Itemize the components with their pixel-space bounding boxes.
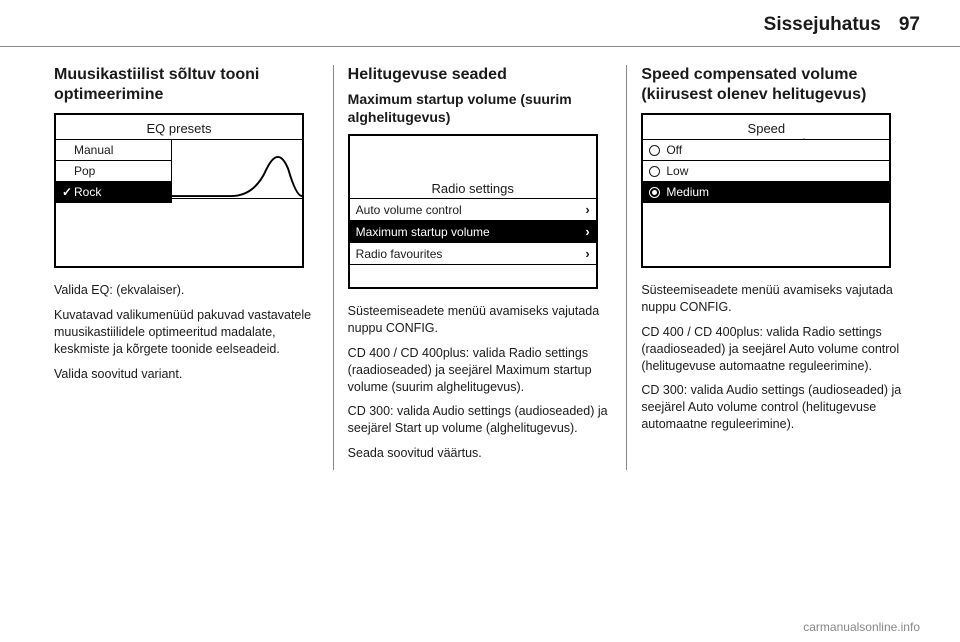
- speed-row-medium[interactable]: Medium: [643, 182, 889, 202]
- speed-volume-screen: Speed compensated volume Off Low Medium: [641, 113, 891, 268]
- radio-row-max-startup[interactable]: Maximum startup volume ›: [350, 221, 596, 243]
- radio-icon: [649, 145, 660, 156]
- speed-row-label: Off: [666, 143, 682, 157]
- col3-heading: Speed compensated volume (kiirusest olen…: [641, 65, 906, 105]
- speed-row-label: Medium: [666, 185, 709, 199]
- radio-row-auto-volume[interactable]: Auto volume control ›: [350, 199, 596, 221]
- speed-row-low[interactable]: Low: [643, 161, 889, 182]
- column-1: Muusikastiilist sõltuv tooni optimeerimi…: [40, 65, 333, 470]
- check-icon: ✓: [62, 185, 74, 199]
- eq-screen-title: EQ presets: [144, 121, 213, 136]
- chevron-right-icon: ›: [585, 202, 589, 217]
- col2-p1: Süsteemiseadete menüü avamiseks vajutada…: [348, 303, 613, 337]
- col3-p1: Süsteemiseadete menüü avamiseks vajutada…: [641, 282, 906, 316]
- chevron-right-icon: ›: [585, 246, 589, 261]
- speed-menu: Off Low Medium: [643, 139, 889, 203]
- radio-row-favourites[interactable]: Radio favourites ›: [350, 243, 596, 265]
- eq-row-manual[interactable]: Manual: [56, 140, 172, 161]
- col2-subheading: Maximum startup volume (suurim alghelitu…: [348, 91, 613, 126]
- eq-row-rock[interactable]: ✓Rock: [56, 182, 172, 202]
- col1-p3: Valida soovitud variant.: [54, 366, 319, 383]
- radio-settings-screen: Radio settings Auto volume control › Max…: [348, 134, 598, 289]
- eq-menu: Manual Pop ✓Rock: [56, 139, 172, 203]
- eq-presets-screen: EQ presets Manual Pop ✓Rock: [54, 113, 304, 268]
- radio-screen-title: Radio settings: [429, 181, 515, 196]
- eq-row-pop[interactable]: Pop: [56, 161, 172, 182]
- eq-curve-panel: [172, 139, 302, 199]
- section-title: Sissejuhatus: [764, 14, 881, 36]
- col2-p3: CD 300: valida Audio settings (audiosead…: [348, 403, 613, 437]
- column-3: Speed compensated volume (kiirusest olen…: [626, 65, 920, 470]
- radio-row-label: Auto volume control: [356, 203, 462, 217]
- page-header: Sissejuhatus 97: [0, 0, 960, 47]
- col3-p3: CD 300: valida Audio settings (audiosead…: [641, 382, 906, 433]
- col2-heading: Helitugevuse seaded: [348, 65, 613, 85]
- radio-row-label: Maximum startup volume: [356, 225, 490, 239]
- footer-watermark: carmanualsonline.info: [803, 620, 920, 634]
- col1-p1: Valida EQ: (ekvalaiser).: [54, 282, 319, 299]
- chevron-right-icon: ›: [585, 224, 589, 239]
- col1-p2: Kuvatavad valikumenüüd pakuvad vastavate…: [54, 307, 319, 358]
- col1-heading: Muusikastiilist sõltuv tooni optimeerimi…: [54, 65, 319, 105]
- eq-row-label: Rock: [74, 185, 101, 199]
- eq-row-label: Manual: [74, 143, 113, 157]
- radio-menu: Auto volume control › Maximum startup vo…: [350, 198, 596, 265]
- col2-p2: CD 400 / CD 400plus: valida Radio settin…: [348, 345, 613, 396]
- content-columns: Muusikastiilist sõltuv tooni optimeerimi…: [0, 47, 960, 470]
- eq-curve-path: [172, 157, 302, 196]
- eq-row-label: Pop: [74, 164, 95, 178]
- radio-icon: [649, 166, 660, 177]
- speed-row-label: Low: [666, 164, 688, 178]
- col3-p2: CD 400 / CD 400plus: valida Radio settin…: [641, 324, 906, 375]
- col2-p4: Seada soovitud väärtus.: [348, 445, 613, 462]
- eq-curve-icon: [172, 140, 302, 198]
- radio-icon: [649, 187, 660, 198]
- radio-row-label: Radio favourites: [356, 247, 443, 261]
- page-number: 97: [899, 14, 920, 36]
- column-2: Helitugevuse seaded Maximum startup volu…: [333, 65, 627, 470]
- speed-row-off[interactable]: Off: [643, 140, 889, 161]
